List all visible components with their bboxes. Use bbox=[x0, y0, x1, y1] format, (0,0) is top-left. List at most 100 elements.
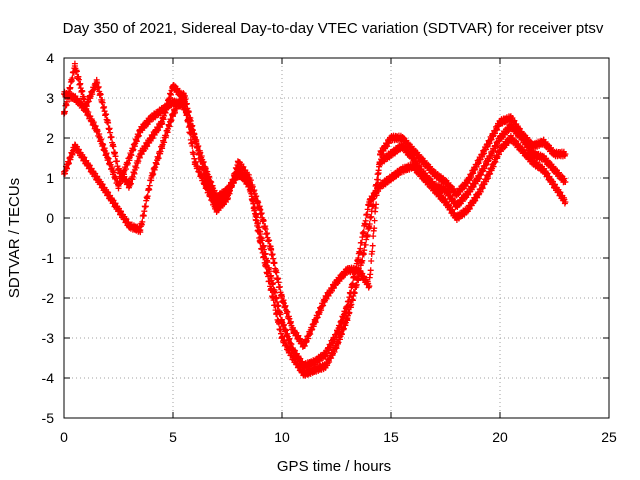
y-tick-label: -4 bbox=[42, 370, 55, 386]
data-point bbox=[464, 207, 471, 213]
data-point bbox=[398, 135, 405, 141]
data-point bbox=[126, 223, 133, 229]
data-point bbox=[366, 199, 373, 205]
data-point bbox=[268, 275, 275, 281]
data-point bbox=[213, 207, 220, 213]
y-tick-label: -5 bbox=[42, 410, 55, 426]
data-point bbox=[289, 347, 296, 353]
data-point bbox=[268, 247, 275, 253]
data-point bbox=[191, 159, 198, 165]
data-point bbox=[115, 167, 122, 173]
data-point bbox=[115, 207, 122, 213]
data-point bbox=[93, 127, 100, 133]
y-axis-title: SDTVAR / TECUs bbox=[6, 178, 23, 298]
data-point bbox=[82, 159, 89, 165]
data-series bbox=[61, 60, 569, 379]
data-point bbox=[398, 143, 405, 149]
x-tick-label: 25 bbox=[601, 429, 617, 445]
data-point bbox=[388, 175, 394, 181]
data-point bbox=[311, 367, 318, 373]
data-point bbox=[148, 175, 155, 181]
data-point bbox=[289, 327, 296, 333]
data-point bbox=[442, 199, 449, 205]
data-point bbox=[104, 155, 111, 161]
data-point bbox=[529, 151, 536, 157]
data-point bbox=[529, 143, 536, 149]
data-point bbox=[246, 175, 253, 181]
data-point bbox=[170, 83, 176, 89]
data-point bbox=[159, 119, 166, 125]
data-point bbox=[529, 159, 536, 165]
data-point bbox=[126, 183, 133, 189]
data-point bbox=[82, 103, 89, 109]
data-point bbox=[355, 267, 362, 273]
data-point bbox=[148, 115, 155, 121]
data-point bbox=[104, 191, 111, 197]
data-point bbox=[540, 139, 547, 145]
data-point bbox=[71, 63, 78, 69]
data-point bbox=[137, 127, 144, 133]
data-point bbox=[279, 335, 285, 341]
data-point bbox=[562, 179, 569, 185]
data-point bbox=[159, 143, 166, 149]
y-tick-label: 0 bbox=[46, 210, 54, 226]
data-point bbox=[311, 319, 318, 325]
x-tick-label: 0 bbox=[60, 429, 68, 445]
y-tick-label: 1 bbox=[46, 170, 54, 186]
data-point bbox=[431, 171, 438, 177]
data-point bbox=[562, 151, 569, 157]
data-point bbox=[398, 167, 405, 173]
data-point bbox=[235, 159, 242, 165]
x-tick-label: 20 bbox=[492, 429, 508, 445]
data-point bbox=[191, 135, 198, 141]
data-point bbox=[507, 135, 514, 141]
data-point bbox=[475, 175, 482, 181]
data-point bbox=[202, 183, 209, 189]
y-tick-label: 3 bbox=[46, 90, 54, 106]
data-point bbox=[497, 135, 503, 141]
data-point bbox=[431, 187, 438, 193]
data-point bbox=[300, 363, 307, 369]
x-tick-label: 10 bbox=[274, 429, 290, 445]
data-point bbox=[497, 119, 503, 125]
data-point bbox=[180, 95, 187, 101]
data-point bbox=[311, 359, 318, 365]
y-tick-label: -1 bbox=[42, 250, 55, 266]
data-point bbox=[93, 175, 100, 181]
data-point bbox=[518, 131, 525, 137]
data-point bbox=[420, 175, 427, 181]
data-point bbox=[170, 99, 176, 105]
data-point bbox=[148, 135, 155, 141]
data-point bbox=[322, 351, 329, 357]
data-point bbox=[409, 147, 416, 153]
data-point bbox=[71, 95, 78, 101]
plot-border bbox=[63, 57, 610, 419]
data-point bbox=[93, 79, 100, 85]
data-point bbox=[279, 319, 285, 325]
data-point bbox=[377, 151, 384, 157]
data-point bbox=[486, 139, 493, 145]
data-point bbox=[137, 151, 144, 157]
data-point bbox=[518, 147, 525, 153]
series-arc-c bbox=[61, 60, 569, 350]
data-point bbox=[464, 191, 471, 197]
data-point bbox=[137, 227, 144, 233]
data-point bbox=[126, 155, 133, 161]
y-tick-label: -2 bbox=[42, 290, 55, 306]
data-point bbox=[540, 167, 547, 173]
data-point bbox=[344, 267, 351, 273]
data-point bbox=[170, 111, 176, 117]
data-point bbox=[388, 151, 394, 157]
data-point bbox=[257, 231, 264, 237]
data-point bbox=[366, 283, 373, 289]
data-point bbox=[497, 147, 503, 153]
data-point bbox=[551, 167, 558, 173]
data-point bbox=[300, 343, 307, 349]
data-point bbox=[71, 143, 78, 149]
data-point bbox=[551, 151, 558, 157]
data-point bbox=[333, 343, 340, 349]
data-point bbox=[551, 183, 558, 189]
data-point bbox=[475, 191, 482, 197]
